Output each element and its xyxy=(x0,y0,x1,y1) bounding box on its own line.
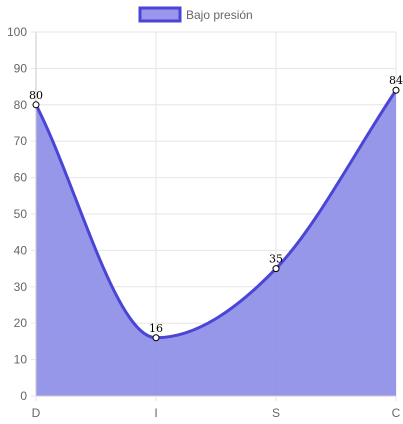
legend-swatch xyxy=(138,6,182,23)
series-line xyxy=(34,88,398,340)
data-point xyxy=(152,334,160,342)
y-tick-label: 70 xyxy=(14,134,28,148)
data-point xyxy=(392,86,400,94)
x-tick-label: D xyxy=(32,406,41,420)
x-tick-label: S xyxy=(272,406,280,420)
chart-legend[interactable]: Bajo presión xyxy=(138,6,253,23)
y-tick-label: 0 xyxy=(20,389,27,403)
x-tick-label: I xyxy=(154,406,157,420)
y-tick-label: 20 xyxy=(14,316,28,330)
y-tick-label: 30 xyxy=(14,280,28,294)
y-tick-label: 10 xyxy=(14,353,28,367)
data-point xyxy=(32,101,40,109)
data-points xyxy=(32,86,400,342)
y-tick-label: 80 xyxy=(14,98,28,112)
y-tick-label: 90 xyxy=(14,61,28,75)
data-label: 35 xyxy=(269,253,283,266)
data-label: 84 xyxy=(389,74,403,87)
data-labels: 80 16 35 84 xyxy=(29,74,403,335)
data-label: 80 xyxy=(29,89,43,102)
series-area-layer xyxy=(34,88,398,397)
data-point xyxy=(272,265,280,273)
y-tick-label: 60 xyxy=(14,171,28,185)
legend-label: Bajo presión xyxy=(186,8,253,22)
y-axis-ticks: 0 10 20 30 40 50 60 70 80 90 100 xyxy=(7,25,36,403)
x-tick-label: C xyxy=(392,406,401,420)
data-label: 16 xyxy=(149,322,163,335)
y-tick-label: 50 xyxy=(14,207,28,221)
y-tick-label: 40 xyxy=(14,243,28,257)
series-area-fill xyxy=(36,90,396,397)
y-tick-label: 100 xyxy=(7,25,27,39)
